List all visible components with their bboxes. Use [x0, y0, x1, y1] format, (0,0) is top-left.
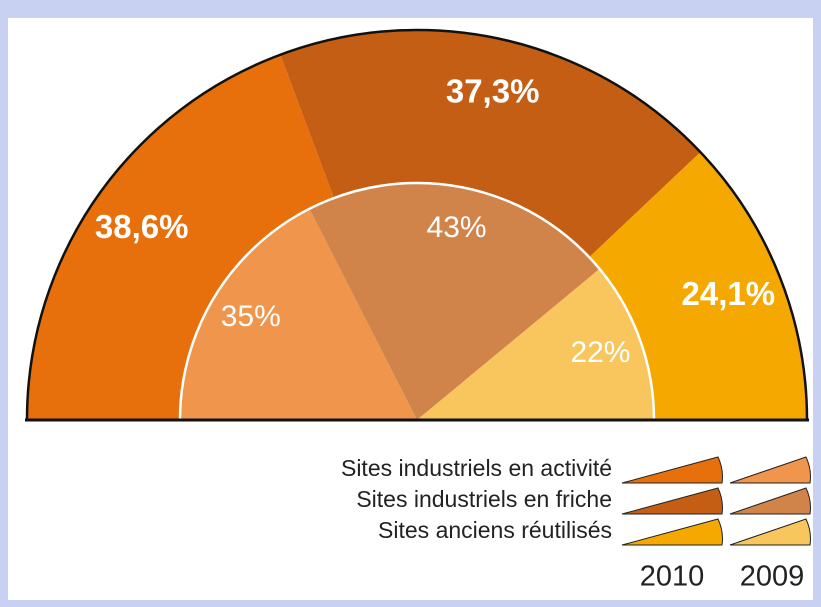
legend-swatch	[621, 456, 723, 484]
legend-swatch	[729, 487, 811, 515]
inner-wedge	[180, 208, 417, 420]
legend-swatch	[621, 518, 723, 546]
legend-label: Sites industriels en activité	[341, 455, 612, 481]
legend-swatch	[729, 518, 811, 546]
outer-outline	[25, 28, 809, 421]
outer-wedge	[27, 54, 334, 420]
year-label: 2010	[640, 561, 705, 593]
outer-wedge	[589, 152, 807, 420]
inner-value-label: 43%	[427, 211, 487, 244]
legend-swatch	[729, 456, 811, 484]
year-label: 2009	[740, 561, 805, 593]
outer-value-label: 37,3%	[446, 72, 540, 109]
inner-outline	[178, 181, 656, 421]
outer-value-label: 24,1%	[681, 275, 775, 312]
legend-label: Sites industriels en friche	[356, 486, 612, 512]
outer-wedge	[280, 29, 701, 258]
legend-swatch	[621, 487, 723, 515]
inner-wedge	[417, 268, 654, 420]
outer-value-label: 38,6%	[95, 208, 189, 245]
inner-wedge	[309, 182, 600, 420]
inner-value-label: 35%	[221, 300, 281, 333]
legend-label: Sites anciens réutilisés	[378, 517, 612, 543]
inner-value-label: 22%	[570, 336, 630, 369]
